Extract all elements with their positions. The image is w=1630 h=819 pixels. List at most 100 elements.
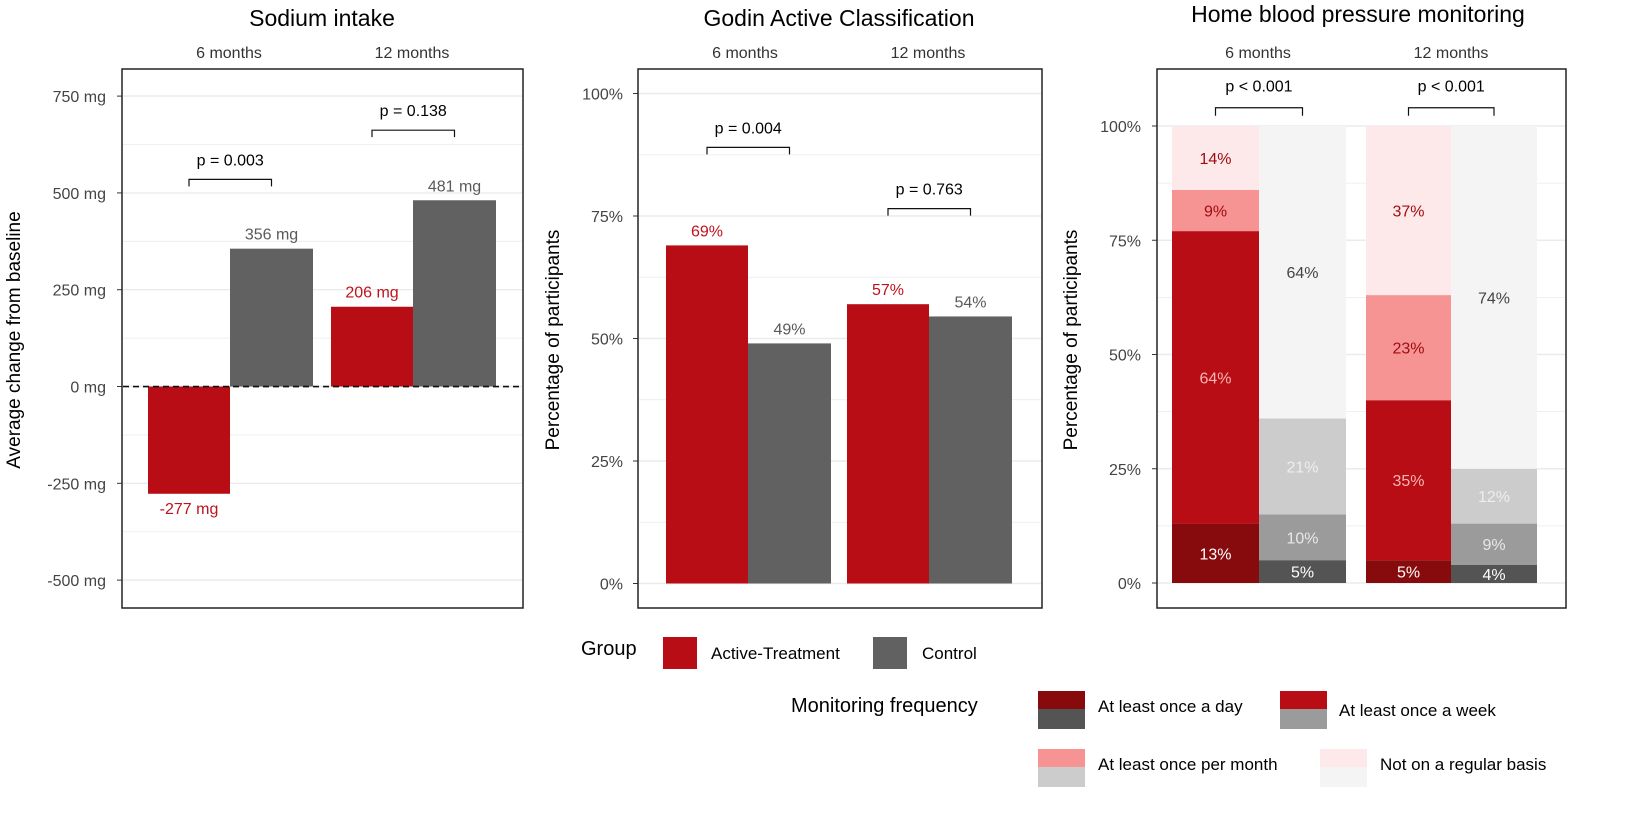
value-labels-godin: 69% 57% 49% 54% [691,223,987,338]
bar-active-treatment-12-months [847,304,929,584]
segment-not-on-a-regular-basis-control-12-months [1451,126,1537,469]
pvalue-label-12-months: p = 0.138 [380,103,447,120]
value-labels-sodium: -277 mg 206 mg 356 mg 481 mg [160,178,482,518]
y-axis-label-bp: Percentage of participants [1061,230,1082,451]
y-tick-label: 100% [1100,119,1141,136]
value-labels-bp: 13% 64% 9% 14% 5% 10% 21% 64% 5% 35% 23% 37% 4% 9% 12%… [1199,151,1510,584]
segment-at-least-once-a-day-active-treatment-6-months [1172,523,1259,583]
segment-at-least-once-a-day-active-treatment-12-months [1366,560,1451,583]
data-label-control-6-months: 49% [773,321,805,338]
pvalue-brackets-godin: p = 0.004 p = 0.763 [706,120,972,216]
y-tick-label: 50% [591,332,623,349]
legend-swatch-control-not-on-a-regular-basis [1320,767,1367,787]
pvalue-bracket-12-months [371,129,456,138]
pvalue-brackets-sodium: p = 0.003 p = 0.138 [188,103,456,187]
legend-group: Group Active-Treatment Control [581,637,977,669]
y-tick-label: 50% [1109,348,1141,365]
plot-border-godin [637,68,1043,609]
bars-godin [666,245,1012,584]
bar-control-6-months [230,248,313,387]
segment-at-least-once-a-week-control-6-months [1259,514,1346,561]
legend-swatch-active-treatment [663,637,697,669]
legend-monitoring: Monitoring frequency At least once a day… [791,691,1546,787]
data-label-at-least-once-a-week-control-6-months: 10% [1286,530,1318,547]
data-label-at-least-once-per-month-control-12-months: 12% [1478,489,1510,506]
data-label-control-12-months: 481 mg [428,178,481,195]
panel-home-bp-monitoring: Home blood pressure monitoring 6 months … [1061,1,1567,609]
data-label-not-on-a-regular-basis-active-treatment-12-months: 37% [1392,204,1424,221]
panel-title-home-bp: Home blood pressure monitoring [1191,1,1525,27]
legend-label-once-per-month: At least once per month [1098,755,1278,774]
y-tick-label: -250 mg [47,476,106,493]
bar-active-treatment-6-months [148,386,230,494]
y-tick-label: 750 mg [53,89,106,106]
data-label-at-least-once-a-day-control-6-months: 5% [1291,565,1314,582]
data-label-not-on-a-regular-basis-control-12-months: 74% [1478,290,1510,307]
y-tick-label: 100% [582,87,623,104]
y-tick-label: 250 mg [53,283,106,300]
y-tick-label: -500 mg [47,573,106,590]
pvalue-bracket-6-months [1214,107,1304,116]
bars-sodium [123,200,522,494]
legend-swatch-active-at-least-once-per-month [1038,749,1085,767]
legend-swatch-active-not-on-a-regular-basis [1320,749,1367,767]
y-tick-label: 75% [1109,233,1141,250]
y-tick-label: 0% [600,577,623,594]
y-tick-label: 0% [1118,576,1141,593]
pvalue-bracket-12-months [1407,107,1495,116]
segment-at-least-once-per-month-active-treatment-12-months [1366,295,1451,401]
segment-not-on-a-regular-basis-active-treatment-12-months [1366,126,1451,296]
segment-at-least-once-a-day-control-6-months [1259,560,1346,583]
data-label-at-least-once-a-week-active-treatment-12-months: 35% [1392,473,1424,490]
data-label-active-treatment-6-months: -277 mg [160,501,219,518]
segment-not-on-a-regular-basis-control-6-months [1259,126,1346,419]
data-label-at-least-once-a-day-active-treatment-6-months: 13% [1199,546,1231,563]
y-axis-label-godin: Percentage of participants [543,230,564,451]
bar-active-treatment-6-months [666,245,748,584]
segment-at-least-once-per-month-control-6-months [1259,418,1346,515]
bar-control-12-months [413,200,496,387]
y-tick-label: 75% [591,209,623,226]
pvalue-brackets-bp: p < 0.001 p < 0.001 [1214,79,1495,116]
data-label-at-least-once-per-month-control-6-months: 21% [1286,459,1318,476]
bar-active-treatment-12-months [331,306,413,387]
legend-swatch-control-at-least-once-a-week [1280,709,1327,729]
legend-swatch-control [873,637,907,669]
y-ticks-godin: 0% 25% 50% 75% 100% [582,87,638,594]
facet-label-6-months-godin: 6 months [712,45,778,62]
facet-label-12-months-sodium: 12 months [375,45,450,62]
pvalue-label-6-months: p = 0.004 [715,120,782,137]
facet-label-6-months-sodium: 6 months [196,45,262,62]
data-label-at-least-once-per-month-active-treatment-6-months: 9% [1204,204,1227,221]
pvalue-label-12-months: p = 0.763 [896,182,963,199]
segment-at-least-once-a-week-active-treatment-6-months [1172,231,1259,524]
pvalue-bracket-12-months [887,208,972,216]
legend-group-title: Group [581,638,637,660]
pvalue-label-6-months: p = 0.003 [197,152,264,169]
panel-godin-active: Godin Active Classification 6 months 12 … [543,5,1043,609]
stacked-bars-bp [1172,126,1537,583]
panel-sodium-intake: Sodium intake 6 months 12 months -277 mg… [4,5,524,609]
facet-label-6-months-bp: 6 months [1225,45,1291,62]
pvalue-bracket-6-months [188,178,273,187]
bar-control-12-months [929,316,1012,584]
legend-monitoring-swatches [1038,691,1367,787]
legend-swatch-control-at-least-once-per-month [1038,767,1085,787]
y-ticks-sodium: -500 mg -250 mg 0 mg 250 mg 500 mg 750 mg [47,89,122,590]
legend-swatch-active-at-least-once-a-week [1280,691,1327,709]
legend-label-control: Control [922,644,977,663]
legend-swatch-active-at-least-once-a-day [1038,691,1085,709]
bar-control-6-months [748,343,831,584]
segment-not-on-a-regular-basis-active-treatment-6-months [1172,126,1259,190]
y-tick-label: 500 mg [53,186,106,203]
pvalue-label-12-months: p < 0.001 [1418,79,1485,96]
segment-at-least-once-per-month-active-treatment-6-months [1172,189,1259,232]
data-label-active-treatment-12-months: 206 mg [345,285,398,302]
legend-label-once-a-week: At least once a week [1339,701,1496,720]
legend-swatch-control-at-least-once-a-day [1038,709,1085,729]
facet-label-12-months-bp: 12 months [1414,45,1489,62]
data-label-not-on-a-regular-basis-active-treatment-6-months: 14% [1199,151,1231,168]
legend-label-not-regular: Not on a regular basis [1380,755,1546,774]
panel-title-sodium: Sodium intake [249,5,395,31]
plot-border-bp [1156,68,1567,609]
